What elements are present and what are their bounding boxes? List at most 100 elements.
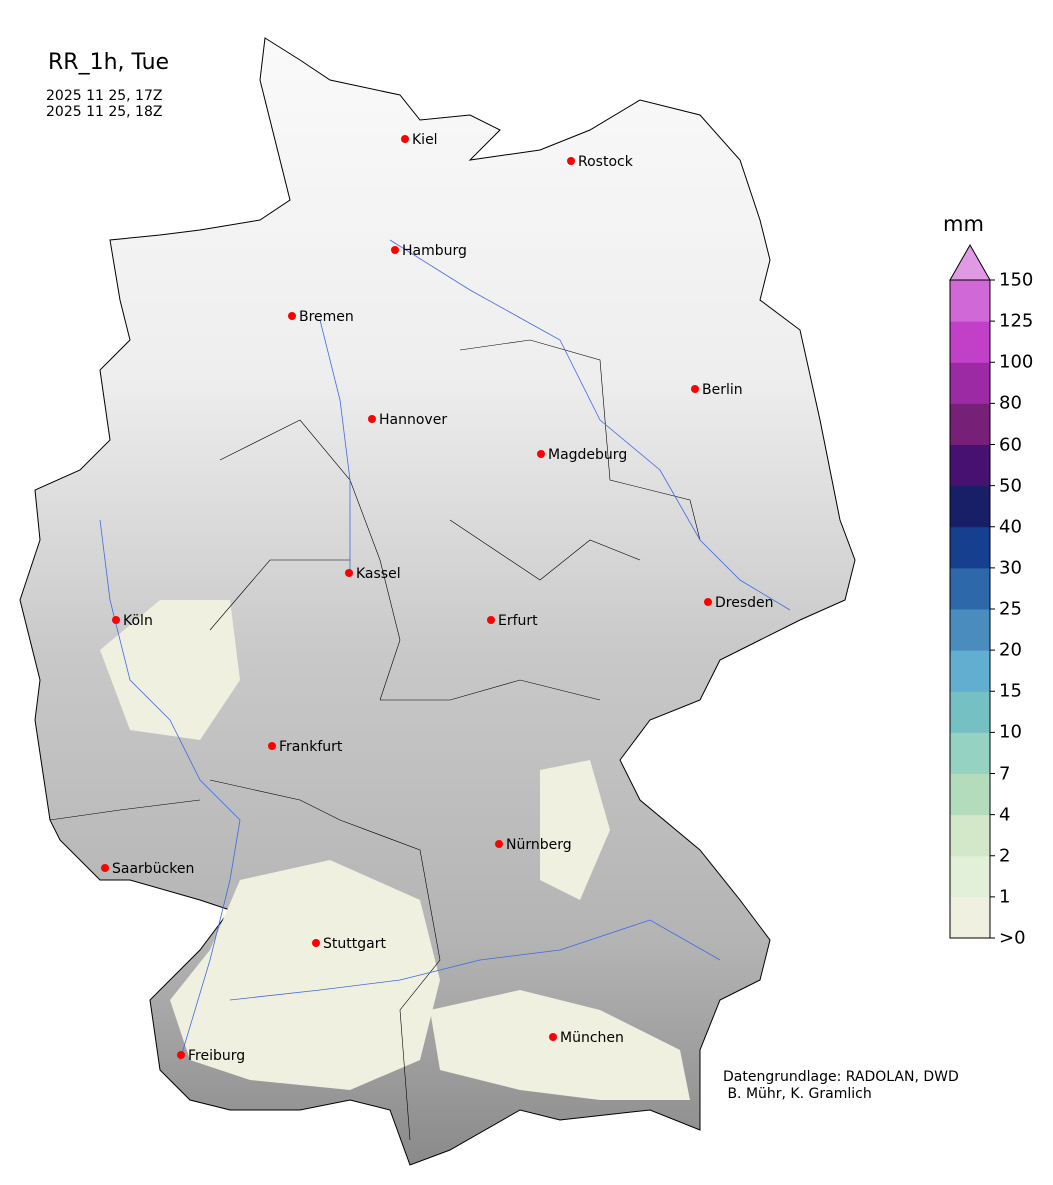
end-time: 2025 11 25, 18Z	[46, 104, 163, 120]
city-label: Freiburg	[188, 1048, 246, 1064]
city-saarbruecken: Saarbücken	[101, 861, 194, 877]
city-label: Dresden	[715, 595, 774, 611]
colorbar-bin	[950, 896, 990, 939]
colorbar-extend-arrow	[949, 243, 991, 281]
colorbar-tick-label: 150	[999, 269, 1034, 291]
colorbar-bin	[950, 855, 990, 898]
colorbar-tick-label: 40	[999, 516, 1022, 538]
credit: Datengrundlage: RADOLAN, DWD B. Mühr, K.…	[723, 1069, 959, 1103]
colorbar-bin	[950, 609, 990, 651]
city-label: Erfurt	[498, 613, 538, 629]
time-range: 2025 11 25, 17Z 2025 11 25, 18Z	[46, 88, 162, 120]
city-label: Berlin	[702, 382, 743, 398]
city-kiel: Kiel	[401, 132, 438, 148]
colorbar-bin	[950, 444, 990, 487]
city-marker	[401, 135, 409, 143]
colorbar-tick-label: 25	[999, 598, 1022, 620]
city-kassel: Kassel	[345, 566, 401, 582]
city-nuernberg: Nürnberg	[495, 837, 572, 853]
colorbar-bin	[950, 691, 990, 733]
city-marker	[549, 1033, 557, 1041]
city-marker	[177, 1051, 185, 1059]
city-marker	[537, 450, 545, 458]
city-freiburg: Freiburg	[177, 1048, 245, 1064]
city-label: Frankfurt	[279, 739, 343, 755]
city-muenchen: München	[549, 1030, 624, 1046]
city-marker	[368, 415, 376, 423]
city-marker	[704, 598, 712, 606]
city-label: Kiel	[412, 132, 438, 148]
city-marker	[312, 939, 320, 947]
city-berlin: Berlin	[691, 382, 743, 398]
city-marker	[691, 385, 699, 393]
colorbar-tick-label: 7	[999, 763, 1011, 784]
city-rostock: Rostock	[567, 154, 633, 170]
colorbar-bin	[950, 485, 990, 528]
colorbar-bin	[950, 321, 990, 363]
colorbar-bin	[950, 403, 990, 445]
state-borders	[49, 339, 701, 1141]
city-frankfurt: Frankfurt	[268, 739, 342, 755]
city-label: Saarbücken	[112, 861, 195, 877]
colorbar-bin	[950, 732, 990, 774]
city-marker	[487, 616, 495, 624]
city-label: Hamburg	[402, 243, 467, 259]
city-label: München	[560, 1030, 624, 1046]
city-hamburg: Hamburg	[391, 243, 467, 259]
credit-authors: B. Mühr, K. Gramlich	[723, 1086, 872, 1102]
city-label: Rostock	[578, 154, 633, 170]
city-marker	[391, 246, 399, 254]
city-marker	[112, 616, 120, 624]
city-koeln: Köln	[112, 613, 153, 629]
colorbar-tick-label: 125	[999, 310, 1034, 332]
city-label: Bremen	[299, 309, 354, 325]
city-label: Kassel	[356, 566, 401, 582]
city-dresden: Dresden	[704, 595, 774, 611]
colorbar-unit: mm	[943, 212, 984, 236]
city-label: Nürnberg	[506, 837, 572, 853]
city-magdeburg: Magdeburg	[537, 447, 627, 463]
colorbar-bin	[950, 362, 990, 404]
city-erfurt: Erfurt	[487, 613, 538, 629]
city-label: Stuttgart	[323, 936, 386, 952]
city-marker	[345, 569, 353, 577]
city-hannover: Hannover	[368, 412, 447, 428]
city-label: Magdeburg	[548, 447, 628, 463]
colorbar-tick-label: 30	[999, 557, 1022, 579]
map-title: RR_1h, Tue	[48, 50, 170, 75]
city-marker	[101, 864, 109, 872]
colorbar-tick-label: 60	[999, 434, 1022, 455]
credit-source: Datengrundlage: RADOLAN, DWD	[723, 1069, 959, 1085]
colorbar-tick-label: 20	[999, 639, 1022, 661]
city-stuttgart: Stuttgart	[312, 936, 386, 952]
colorbar-bin	[950, 650, 990, 692]
city-label: Hannover	[379, 412, 448, 428]
colorbar-tick-label: 100	[999, 351, 1034, 373]
colorbar-bin	[950, 567, 990, 610]
precipitation-areas	[100, 600, 690, 1100]
rivers	[99, 239, 791, 1061]
colorbar-tick-label: 10	[999, 721, 1022, 743]
colorbar-tick-label: 1	[999, 886, 1011, 908]
start-time: 2025 11 25, 17Z	[46, 88, 163, 104]
city-label: Köln	[123, 613, 153, 629]
colorbar-bin	[950, 814, 990, 857]
colorbar-tick-label: 4	[999, 804, 1011, 826]
city-marker	[268, 742, 276, 750]
colorbar-tick-label: >0	[999, 927, 1026, 949]
colorbar-bin	[950, 526, 990, 569]
germany-outline	[19, 37, 856, 1166]
city-marker	[495, 840, 503, 848]
colorbar-tick-label: 50	[999, 475, 1022, 497]
city-bremen: Bremen	[288, 309, 354, 325]
colorbar-tick-label: 80	[999, 392, 1022, 414]
colorbar-bin	[950, 773, 990, 816]
colorbar-tick-label: 2	[999, 845, 1011, 867]
colorbar-tick-label: 15	[999, 680, 1022, 702]
city-marker	[567, 157, 575, 165]
colorbar-bin	[950, 280, 990, 322]
city-marker	[288, 312, 296, 320]
